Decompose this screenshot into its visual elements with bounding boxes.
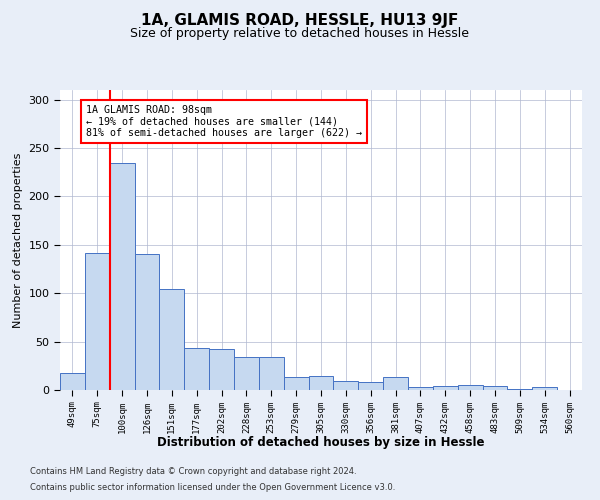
Bar xyxy=(160,290,184,390)
Bar xyxy=(383,378,408,390)
Text: Distribution of detached houses by size in Hessle: Distribution of detached houses by size … xyxy=(157,436,485,449)
Bar xyxy=(482,386,508,390)
Bar xyxy=(284,378,308,390)
Bar xyxy=(259,357,284,390)
Bar xyxy=(184,348,209,390)
Text: Contains public sector information licensed under the Open Government Licence v3: Contains public sector information licen… xyxy=(30,483,395,492)
Bar xyxy=(408,387,433,390)
Bar xyxy=(110,162,134,390)
Bar xyxy=(234,357,259,390)
Text: 1A GLAMIS ROAD: 98sqm
← 19% of detached houses are smaller (144)
81% of semi-det: 1A GLAMIS ROAD: 98sqm ← 19% of detached … xyxy=(86,104,362,138)
Bar xyxy=(60,372,85,390)
Text: 1A, GLAMIS ROAD, HESSLE, HU13 9JF: 1A, GLAMIS ROAD, HESSLE, HU13 9JF xyxy=(142,12,458,28)
Bar xyxy=(85,252,110,390)
Bar xyxy=(458,385,482,390)
Bar xyxy=(433,386,458,390)
Bar xyxy=(532,387,557,390)
Bar xyxy=(358,382,383,390)
Text: Contains HM Land Registry data © Crown copyright and database right 2024.: Contains HM Land Registry data © Crown c… xyxy=(30,467,356,476)
Bar xyxy=(134,254,160,390)
Text: Size of property relative to detached houses in Hessle: Size of property relative to detached ho… xyxy=(131,28,470,40)
Y-axis label: Number of detached properties: Number of detached properties xyxy=(13,152,23,328)
Bar xyxy=(508,389,532,390)
Bar xyxy=(334,382,358,390)
Bar xyxy=(308,376,334,390)
Bar xyxy=(209,350,234,390)
